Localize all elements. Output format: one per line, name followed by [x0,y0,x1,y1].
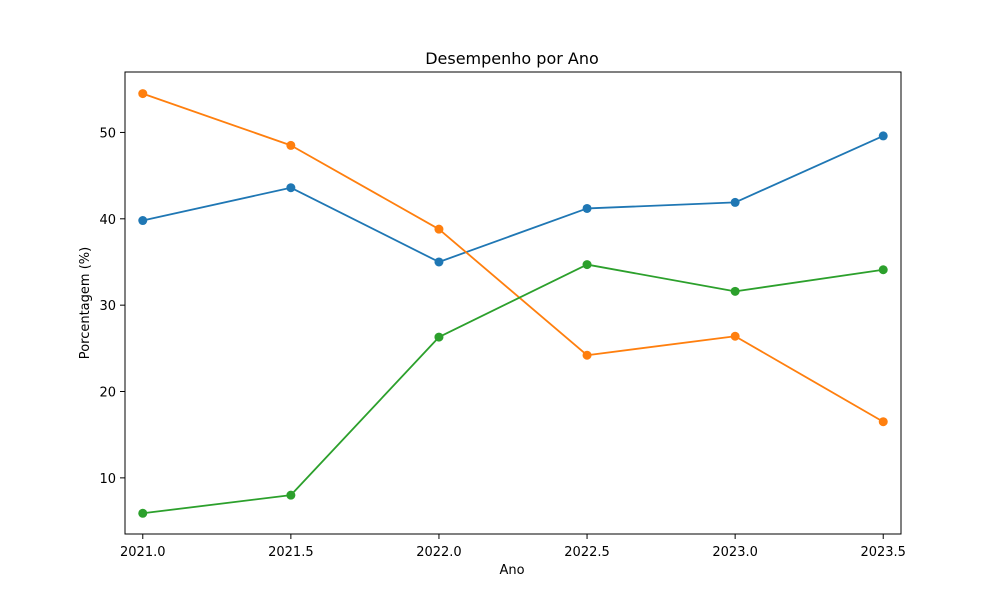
series-1-point [286,183,296,193]
chart-title: Desempenho por Ano [425,49,599,68]
series-3-point [434,332,444,342]
y-tick-label: 40 [99,213,116,228]
series-3 [138,260,888,518]
x-axis-ticks: 2021.0 2021.5 2022.0 2022.5 2023.0 2023.5 [120,534,906,560]
x-tick-label: 2022.0 [416,545,462,560]
series-1-point [582,203,592,213]
series-1 [138,131,888,267]
series-1-line [141,134,885,263]
series-3-line [141,263,885,515]
series-2-point [878,417,888,427]
series-2 [138,89,888,427]
series-2-point [138,89,148,99]
plot-frame [124,71,902,535]
series-3-point [878,265,888,275]
x-tick-label: 2023.5 [860,545,906,560]
x-tick-label: 2022.5 [564,545,610,560]
y-axis-ticks: 10 20 30 40 50 [99,126,125,487]
series-3-point [582,260,592,270]
y-tick-label: 30 [99,299,116,314]
series-1-point [138,216,148,226]
series-1-point [878,131,888,141]
series-3-point [730,286,740,296]
x-axis-label: Ano [499,563,524,578]
series-layer [138,89,888,518]
series-2-line [141,92,885,423]
y-tick-label: 20 [99,386,116,401]
series-2-point [286,140,296,150]
series-3-point [138,508,148,518]
series-2-point [434,224,444,234]
y-tick-label: 10 [99,472,116,487]
y-axis-label: Porcentagem (%) [78,247,93,359]
series-2-point [582,350,592,360]
series-3-point [286,490,296,500]
x-tick-label: 2021.5 [268,545,314,560]
series-1-point [730,197,740,207]
x-tick-label: 2021.0 [120,545,166,560]
series-1-point [434,257,444,267]
y-tick-label: 50 [99,126,116,141]
x-tick-label: 2023.0 [712,545,758,560]
series-2-point [730,331,740,341]
